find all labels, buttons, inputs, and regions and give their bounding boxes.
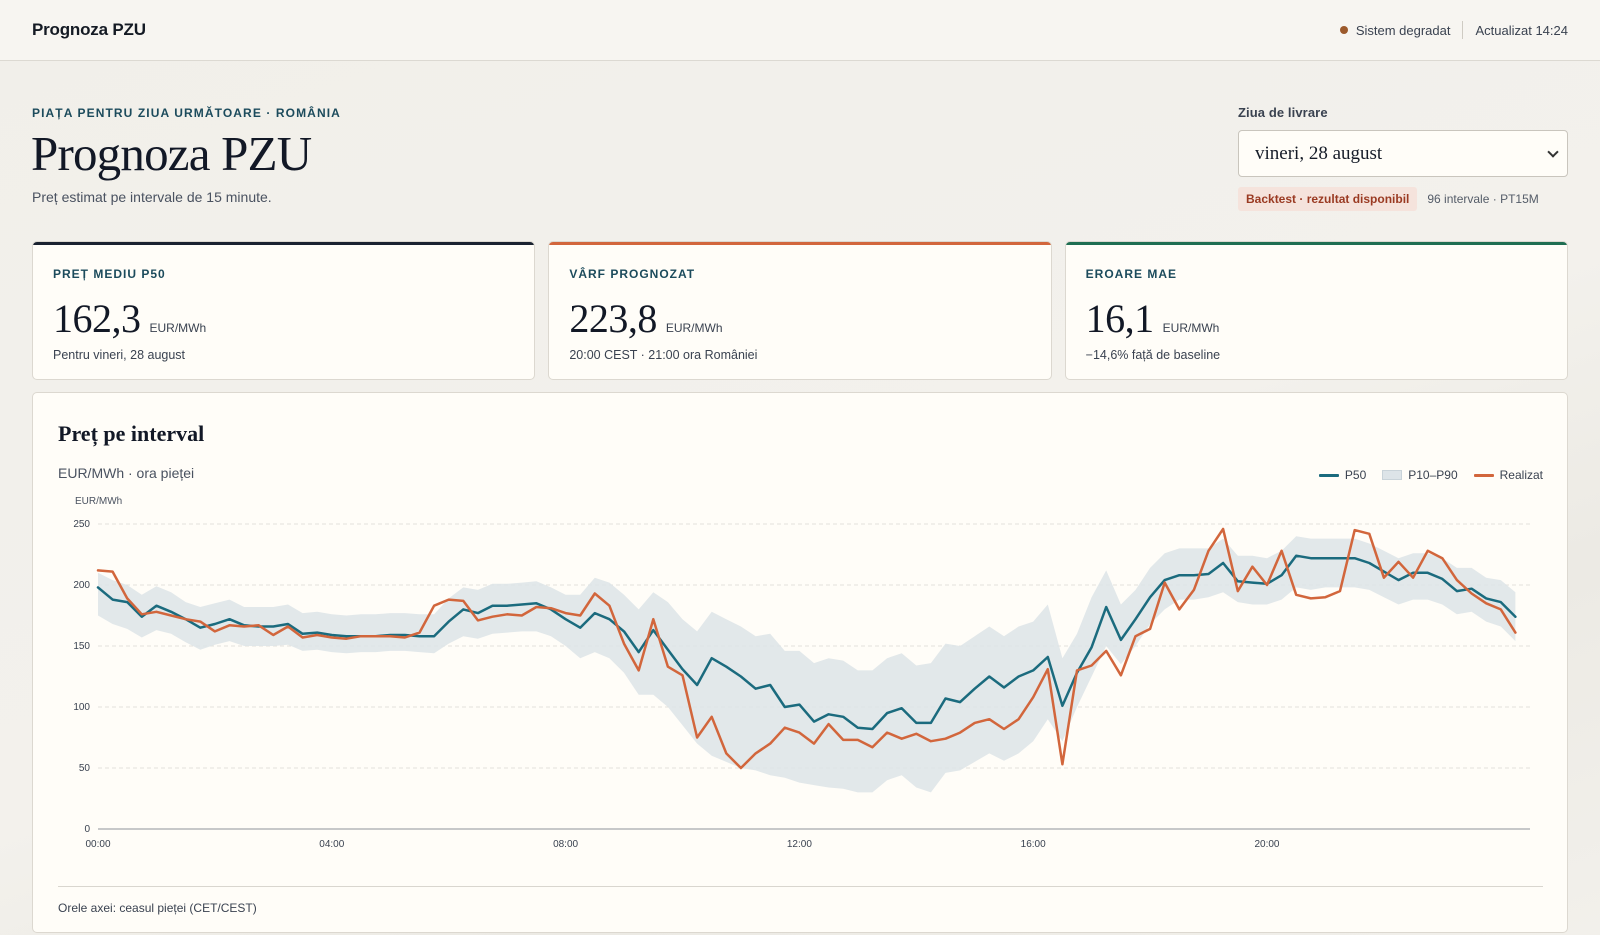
delivery-day-select[interactable]: vineri, 28 august bbox=[1238, 130, 1568, 177]
top-bar: Prognoza PZU Sistem degradat Actualizat … bbox=[0, 0, 1600, 61]
chart-legend: P50 P10–P90 Realizat bbox=[1303, 468, 1543, 482]
chart-subtitle: EUR/MWh · ora pieței bbox=[58, 465, 195, 481]
legend-actual[interactable]: Realizat bbox=[1473, 468, 1543, 482]
chart-footer: Orele axei: ceasul pieței (CET/CEST) bbox=[58, 886, 1543, 915]
legend-p50[interactable]: P50 bbox=[1318, 468, 1367, 482]
interval-count: 96 intervale · PT15M bbox=[1427, 192, 1539, 206]
legend-label: Realizat bbox=[1499, 468, 1543, 482]
card-value-row: 162,3 EUR/MWh bbox=[53, 295, 514, 342]
p10-p90-band bbox=[98, 536, 1516, 793]
y-tick-label: 100 bbox=[73, 702, 90, 713]
delivery-day-value: vineri, 28 august bbox=[1255, 142, 1383, 164]
kpi-card-peak: VÂRF PROGNOZAT 223,8 EUR/MWh 20:00 CEST … bbox=[548, 241, 1052, 380]
card-unit: EUR/MWh bbox=[149, 321, 207, 335]
status-text: Sistem degradat bbox=[1355, 22, 1451, 38]
kpi-card-mae: EROARE MAE 16,1 EUR/MWh −14,6% față de b… bbox=[1064, 241, 1568, 380]
x-tick-label: 12:00 bbox=[787, 839, 812, 850]
legend-label: P10–P90 bbox=[1408, 468, 1458, 482]
kpi-card-mean-price: PREȚ MEDIU P50 162,3 EUR/MWh Pentru vine… bbox=[32, 241, 536, 380]
x-tick-label: 20:00 bbox=[1254, 839, 1279, 850]
card-label: PREȚ MEDIU P50 bbox=[53, 267, 166, 281]
y-tick-label: 200 bbox=[73, 580, 90, 591]
legend-label: P50 bbox=[1344, 468, 1367, 482]
y-tick-label: 250 bbox=[73, 519, 90, 530]
legend-swatch bbox=[1318, 473, 1339, 477]
page-subtitle: Preț estimat pe intervale de 15 minute. bbox=[32, 189, 272, 205]
card-unit: EUR/MWh bbox=[1162, 321, 1220, 335]
x-tick-label: 00:00 bbox=[85, 839, 110, 850]
chevron-down-icon bbox=[1547, 145, 1559, 158]
x-tick-label: 04:00 bbox=[319, 839, 344, 850]
card-value: 16,1 bbox=[1085, 296, 1155, 341]
updated-time: Actualizat 14:24 bbox=[1475, 22, 1568, 38]
price-chart-panel: EUR/MWh 0 50 100 150 200 250 00:00 04:00 08:00 12:… bbox=[32, 392, 1568, 933]
card-accent-bar bbox=[549, 242, 1051, 245]
p50-series-line bbox=[96, 554, 1517, 731]
card-value: 162,3 bbox=[53, 296, 141, 341]
y-axis-label: EUR/MWh bbox=[75, 496, 122, 507]
card-note: −14,6% față de baseline bbox=[1085, 348, 1221, 362]
page-eyebrow: PIAȚA PENTRU ZIUA URMĂTOARE · ROMÂNIA bbox=[32, 106, 341, 120]
system-status: Sistem degradat Actualizat 14:24 bbox=[1339, 21, 1568, 39]
actual-series-line bbox=[96, 527, 1517, 770]
x-tick-label: 08:00 bbox=[553, 839, 578, 850]
x-tick-label: 16:00 bbox=[1021, 839, 1046, 850]
card-note: 20:00 CEST · 21:00 ora României bbox=[569, 348, 758, 362]
page-title: Prognoza PZU bbox=[31, 126, 312, 181]
price-chart[interactable]: EUR/MWh 0 50 100 150 200 250 00:00 04:00 08:00 12:… bbox=[33, 393, 1569, 883]
app-brand[interactable]: Prognoza PZU bbox=[32, 20, 146, 39]
status-divider bbox=[1462, 21, 1464, 39]
page-header: PIAȚA PENTRU ZIUA URMĂTOARE · ROMÂNIA Pr… bbox=[0, 61, 1600, 236]
card-value-row: 223,8 EUR/MWh bbox=[569, 295, 1030, 342]
kpi-cards: PREȚ MEDIU P50 162,3 EUR/MWh Pentru vine… bbox=[32, 241, 1568, 380]
card-value-row: 16,1 EUR/MWh bbox=[1086, 295, 1547, 342]
y-tick-label: 50 bbox=[79, 763, 91, 774]
legend-swatch bbox=[1382, 470, 1403, 480]
legend-band[interactable]: P10–P90 bbox=[1382, 468, 1458, 482]
backtest-badge: Backtest · rezultat disponibil bbox=[1238, 187, 1418, 211]
card-label: VÂRF PROGNOZAT bbox=[569, 267, 696, 281]
legend-swatch bbox=[1473, 473, 1494, 477]
delivery-meta: Backtest · rezultat disponibil 96 interv… bbox=[1238, 187, 1568, 211]
status-dot-icon bbox=[1339, 26, 1348, 34]
card-note: Pentru vineri, 28 august bbox=[53, 348, 186, 362]
delivery-day-label: Ziua de livrare bbox=[1238, 105, 1328, 120]
y-tick-label: 0 bbox=[84, 824, 90, 835]
chart-title: Preț pe interval bbox=[58, 421, 205, 446]
y-tick-label: 150 bbox=[73, 641, 90, 652]
card-unit: EUR/MWh bbox=[665, 321, 723, 335]
card-label: EROARE MAE bbox=[1085, 267, 1177, 281]
card-accent-bar bbox=[33, 242, 535, 245]
card-accent-bar bbox=[1065, 242, 1567, 245]
delivery-day-picker: Ziua de livrare vineri, 28 august Backte… bbox=[1238, 105, 1568, 211]
card-value: 223,8 bbox=[569, 296, 657, 341]
